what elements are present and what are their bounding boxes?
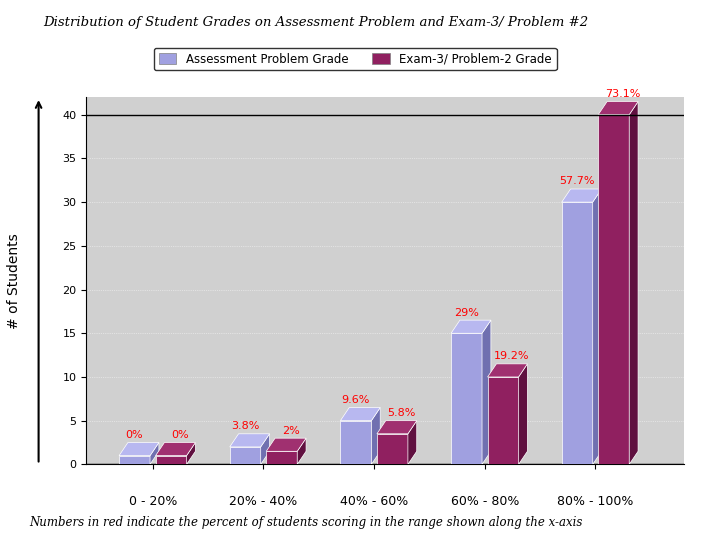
- Polygon shape: [372, 408, 380, 464]
- FancyBboxPatch shape: [86, 464, 684, 477]
- Text: 29%: 29%: [454, 307, 479, 318]
- Text: 73.1%: 73.1%: [605, 89, 640, 99]
- Text: 60% - 80%: 60% - 80%: [451, 495, 519, 508]
- Polygon shape: [451, 320, 491, 333]
- Polygon shape: [593, 189, 601, 464]
- Text: 19.2%: 19.2%: [494, 351, 530, 361]
- Text: 0%: 0%: [171, 430, 189, 440]
- Polygon shape: [341, 408, 380, 421]
- Text: 9.6%: 9.6%: [342, 395, 370, 405]
- Polygon shape: [451, 333, 482, 464]
- Text: 0 - 20%: 0 - 20%: [129, 495, 177, 508]
- Polygon shape: [186, 443, 195, 464]
- Text: 20% - 40%: 20% - 40%: [230, 495, 297, 508]
- Polygon shape: [230, 434, 269, 447]
- Polygon shape: [482, 320, 491, 464]
- Polygon shape: [562, 202, 593, 464]
- Polygon shape: [408, 421, 417, 464]
- Text: 5.8%: 5.8%: [387, 408, 415, 418]
- Polygon shape: [297, 438, 306, 464]
- Polygon shape: [562, 189, 601, 202]
- Polygon shape: [230, 447, 261, 464]
- Polygon shape: [377, 434, 408, 464]
- Text: 3.8%: 3.8%: [231, 421, 259, 431]
- Text: 80% - 100%: 80% - 100%: [557, 495, 634, 508]
- Text: 40% - 60%: 40% - 60%: [340, 495, 408, 508]
- Polygon shape: [119, 456, 150, 464]
- Polygon shape: [266, 451, 297, 464]
- Y-axis label: # of Students: # of Students: [7, 233, 21, 329]
- Legend: Assessment Problem Grade, Exam-3/ Problem-2 Grade: Assessment Problem Grade, Exam-3/ Proble…: [154, 48, 557, 70]
- Polygon shape: [156, 443, 195, 456]
- Polygon shape: [156, 456, 186, 464]
- Text: Distribution of Student Grades on Assessment Problem and Exam-3/ Problem #2: Distribution of Student Grades on Assess…: [43, 16, 588, 29]
- Text: Numbers in red indicate the percent of students scoring in the range shown along: Numbers in red indicate the percent of s…: [29, 516, 582, 529]
- Polygon shape: [341, 421, 372, 464]
- Polygon shape: [487, 364, 528, 377]
- Polygon shape: [150, 443, 159, 464]
- Polygon shape: [598, 114, 629, 464]
- Text: 0%: 0%: [126, 430, 143, 440]
- Polygon shape: [119, 443, 159, 456]
- Text: 2%: 2%: [282, 426, 300, 436]
- Text: 57.7%: 57.7%: [559, 177, 595, 186]
- Polygon shape: [629, 102, 638, 464]
- Polygon shape: [487, 377, 518, 464]
- Polygon shape: [377, 421, 417, 434]
- Polygon shape: [598, 102, 638, 114]
- Polygon shape: [261, 434, 269, 464]
- Polygon shape: [518, 364, 528, 464]
- Polygon shape: [266, 438, 306, 451]
